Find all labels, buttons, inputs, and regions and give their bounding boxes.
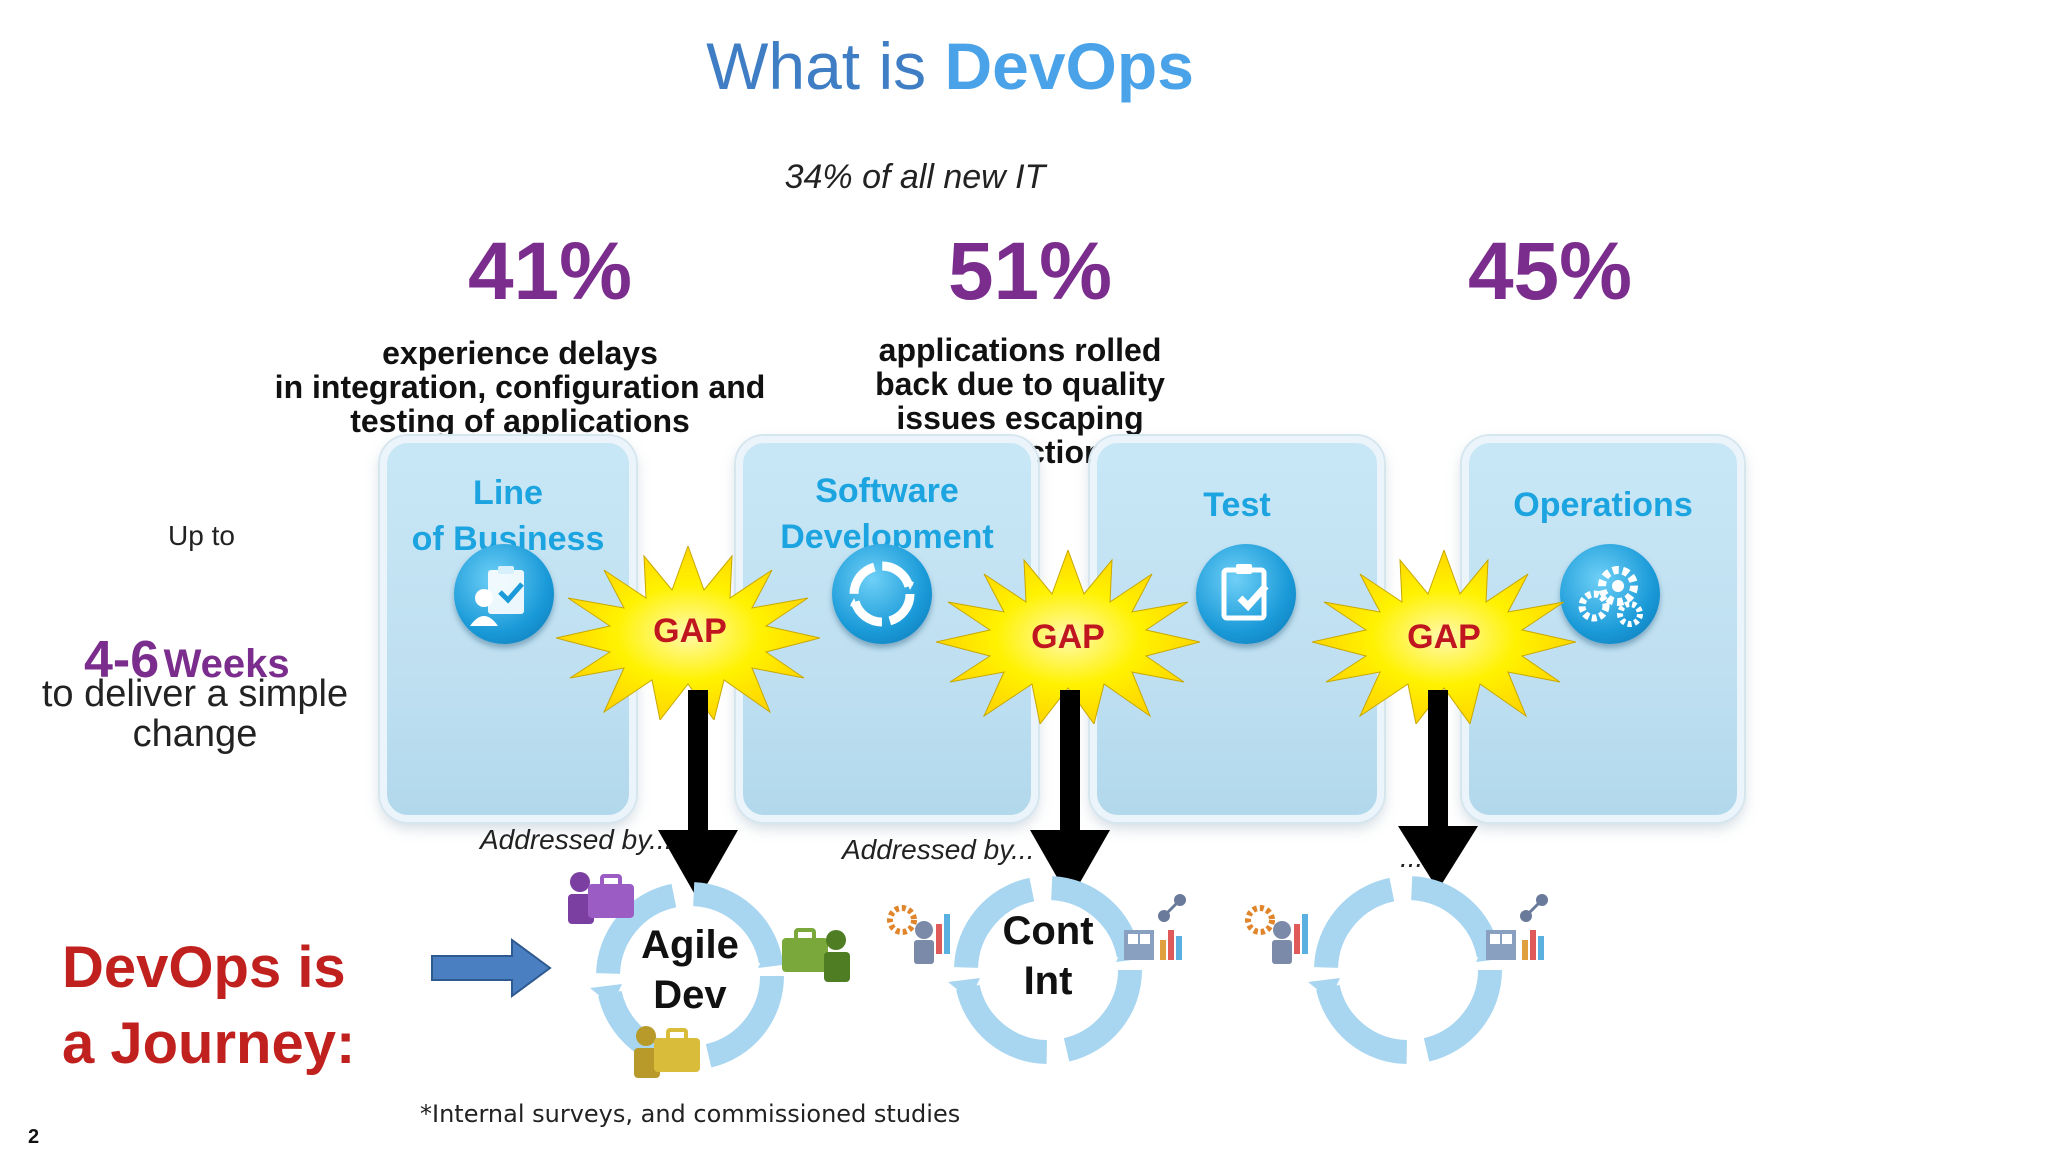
addressed-by-2: Addressed by... bbox=[842, 834, 1035, 865]
gears-icon bbox=[1560, 544, 1660, 644]
column-label-operations: Operations bbox=[1513, 486, 1693, 524]
stat-value-3: 45% bbox=[1467, 226, 1633, 317]
addressed-by-3: ... bbox=[1400, 842, 1424, 873]
stat-value-1: 41% bbox=[467, 226, 633, 317]
column-label-test: Test bbox=[1203, 486, 1271, 524]
briefcase-team-icon bbox=[634, 1026, 700, 1078]
network-chart-icon bbox=[1124, 894, 1186, 960]
stat-text-line: in integration, configuration and bbox=[274, 369, 766, 405]
delivery-text: to deliver a simple change bbox=[20, 674, 370, 754]
delivery-line: change bbox=[132, 713, 258, 755]
network-chart-icon bbox=[1486, 894, 1548, 960]
gap-starburst-2 bbox=[936, 550, 1200, 724]
gap-starburst-3 bbox=[1312, 550, 1576, 724]
cycle-label-agile-dev: Agile Dev bbox=[620, 920, 760, 1020]
gear-person-chart-icon bbox=[887, 905, 950, 964]
stat-value-2: 51% bbox=[947, 226, 1113, 317]
footnote: *Internal surveys, and commissioned stud… bbox=[420, 1100, 961, 1128]
slide-title: What is DevOps bbox=[0, 28, 1900, 104]
weeks-highlight: 4-6 Weeks bbox=[84, 630, 290, 690]
arrow-down-2 bbox=[1030, 690, 1110, 900]
journey-line: DevOps is bbox=[62, 935, 346, 1000]
up-to-label: Up to bbox=[168, 520, 235, 551]
journey-line: a Journey: bbox=[62, 1011, 356, 1076]
stat-text-line: applications rolled bbox=[878, 332, 1162, 368]
title-prefix: What is bbox=[706, 29, 927, 103]
briefcase-team-icon bbox=[782, 928, 850, 982]
column-label-line-of-business: Line of Business bbox=[380, 470, 636, 562]
cycle-label-line: Cont bbox=[1002, 909, 1094, 953]
gear-person-chart-icon bbox=[1245, 905, 1308, 964]
stat-text-line: testing of applications bbox=[350, 403, 690, 439]
cycle-label-line: Agile bbox=[641, 923, 739, 967]
stat-text-line: back due to quality bbox=[875, 366, 1165, 402]
addressed-by-1: Addressed by... bbox=[480, 824, 673, 855]
subtitle: 34% of all new IT bbox=[784, 158, 1046, 196]
page-number: 2 bbox=[28, 1126, 40, 1148]
cycle-label-cont-int: Cont Int bbox=[978, 906, 1118, 1006]
clipboard-check-icon bbox=[1196, 544, 1296, 644]
weeks-number: 4-6 bbox=[84, 631, 160, 689]
column-label-line: Software bbox=[815, 472, 959, 510]
stat-text-line: experience delays bbox=[382, 335, 658, 371]
cycle-arrows-icon bbox=[832, 544, 932, 644]
arrow-down-3 bbox=[1398, 690, 1478, 890]
briefcase-team-icon bbox=[568, 872, 634, 924]
column-label-line: Line bbox=[473, 474, 543, 512]
gap-label-2: GAP bbox=[1031, 618, 1105, 656]
arrow-down-1 bbox=[658, 690, 738, 900]
gap-starburst-1 bbox=[556, 546, 820, 720]
clipboard-person-icon bbox=[454, 544, 554, 644]
stat-text-1: experience delays in integration, config… bbox=[240, 336, 800, 438]
gap-label-3: GAP bbox=[1407, 618, 1481, 656]
gap-label-1: GAP bbox=[653, 612, 727, 650]
stat-text-line: issues escaping bbox=[896, 400, 1144, 436]
journey-heading: DevOps is a Journey: bbox=[62, 930, 355, 1082]
title-highlight: DevOps bbox=[944, 29, 1194, 103]
cycle-label-line: Dev bbox=[653, 973, 727, 1017]
right-arrow-icon bbox=[431, 938, 552, 998]
delivery-line: to deliver a simple bbox=[41, 673, 349, 715]
cycle-label-line: Int bbox=[1023, 959, 1073, 1003]
weeks-word: Weeks bbox=[163, 642, 290, 686]
